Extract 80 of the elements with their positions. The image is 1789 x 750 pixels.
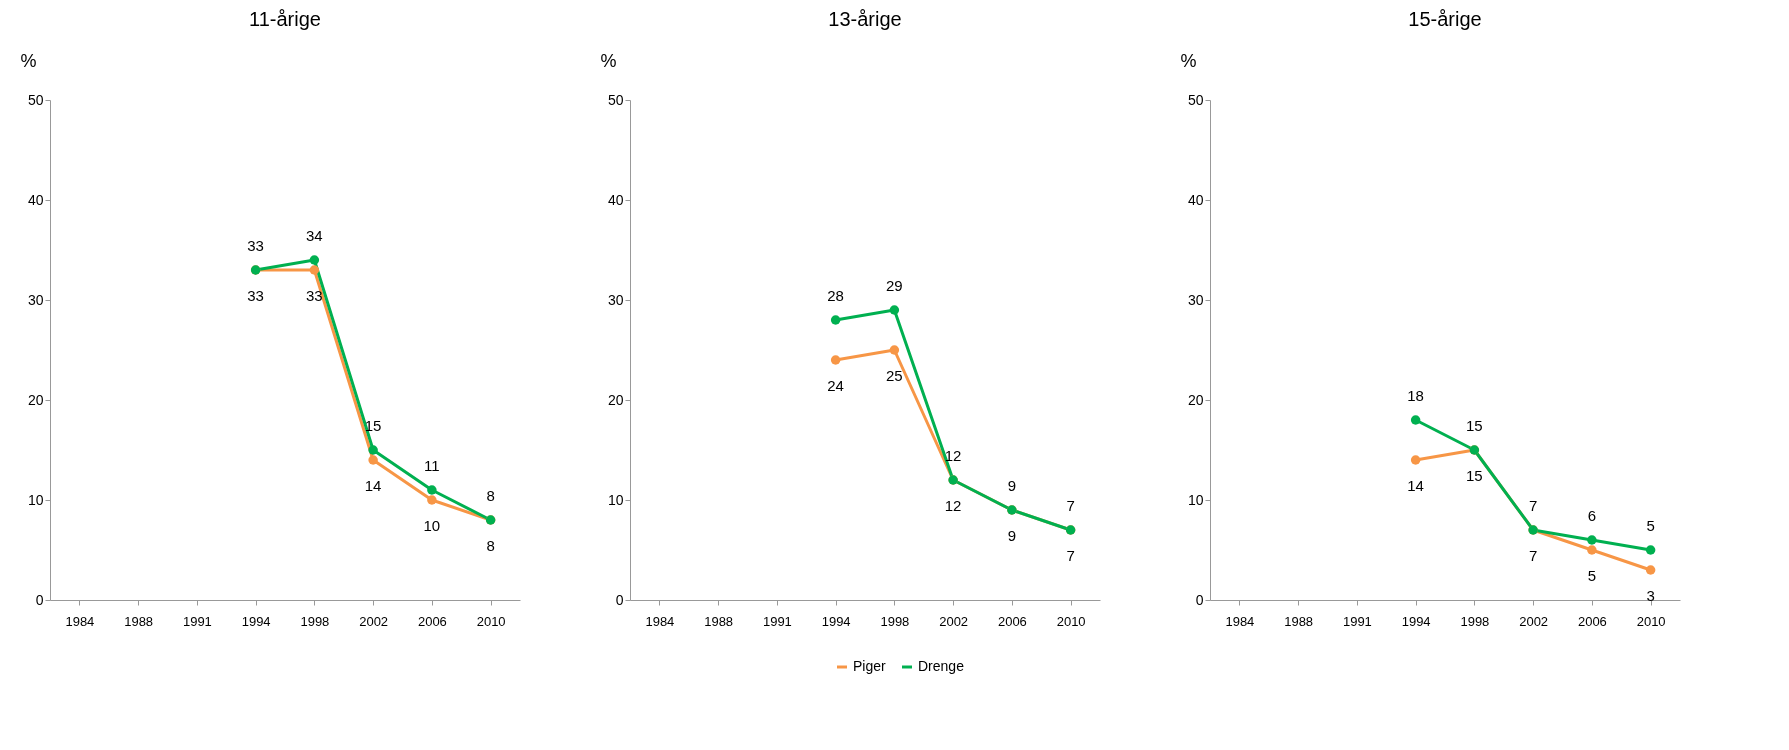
data-label: 3 [1646,587,1655,604]
data-label: 12 [944,497,962,514]
y-tick-label: 10 [1187,491,1204,508]
y-tick-label: 0 [615,591,624,608]
x-tick-label: 2010 [1056,613,1086,629]
data-label: 34 [306,227,323,244]
y-axis-title: % [20,50,37,71]
y-tick-label: 40 [1187,191,1204,208]
data-label: 9 [1007,527,1017,544]
data-label: 33 [247,237,264,254]
data-label: 29 [886,277,903,294]
data-label: 18 [1407,387,1424,404]
data-label: 9 [1007,477,1017,494]
x-tick-label: 1998 [880,613,910,629]
x-tick-label: 1991 [182,613,212,629]
x-tick-label: 2010 [476,613,506,629]
data-label: 33 [306,287,323,304]
x-tick-label: 2006 [417,613,447,629]
data-label: 33 [247,287,264,304]
y-tick-label: 40 [27,191,44,208]
y-axis-title: % [1180,50,1197,71]
x-tick-label: 1991 [1342,613,1372,629]
x-tick-label: 1984 [1225,613,1255,629]
data-label: 28 [827,287,844,304]
x-tick-label: 1988 [704,613,734,629]
x-tick-label: 1998 [1460,613,1490,629]
x-tick-label: 1994 [241,613,271,629]
data-label: 14 [364,477,382,494]
data-label: 6 [1587,507,1597,524]
y-tick-label: 40 [607,191,624,208]
y-tick-label: 0 [1195,591,1204,608]
data-label: 8 [486,487,495,504]
y-tick-label: 20 [1187,391,1204,408]
y-tick-label: 20 [27,391,44,408]
x-tick-label: 1991 [762,613,792,629]
legend-label: Piger [853,658,887,674]
data-label: 15 [364,417,382,434]
data-label: 5 [1646,517,1655,534]
x-tick-label: 1984 [65,613,95,629]
data-label: 15 [1466,467,1483,484]
x-tick-label: 2002 [359,613,389,629]
y-axis-title: % [600,50,617,71]
data-label: 7 [1528,497,1538,514]
y-tick-label: 10 [27,491,44,508]
data-label: 24 [827,377,844,394]
data-label: 11 [424,457,440,474]
y-tick-label: 50 [27,91,44,108]
y-tick-label: 10 [607,491,624,508]
x-tick-label: 2006 [1577,613,1607,629]
chart-title: 11-årige [249,8,321,30]
x-tick-label: 1994 [1401,613,1431,629]
x-tick-label: 2006 [997,613,1027,629]
data-label: 5 [1587,567,1597,584]
x-tick-label: 2002 [939,613,969,629]
y-tick-label: 50 [607,91,624,108]
y-tick-label: 20 [607,391,624,408]
legend-label: Drenge [918,658,965,674]
y-tick-label: 30 [27,291,44,308]
chart-title: 15-årige [1408,8,1482,30]
data-label: 7 [1066,497,1075,514]
y-tick-label: 30 [607,291,624,308]
data-label: 14 [1407,477,1424,494]
x-tick-label: 1998 [300,613,330,629]
data-label: 7 [1528,547,1538,564]
x-tick-label: 2002 [1519,613,1549,629]
x-tick-label: 1994 [821,613,851,629]
y-tick-label: 50 [1187,91,1204,108]
data-label: 25 [886,367,903,384]
data-label: 12 [944,447,962,464]
x-tick-label: 1984 [645,613,675,629]
y-tick-label: 0 [35,591,44,608]
data-label: 7 [1066,547,1075,564]
y-tick-label: 30 [1187,291,1204,308]
data-label: 10 [423,517,441,534]
x-tick-label: 2010 [1636,613,1666,629]
chart-title: 13-årige [828,8,902,30]
x-tick-label: 1988 [124,613,154,629]
x-tick-label: 1988 [1284,613,1314,629]
data-label: 8 [486,537,495,554]
data-label: 15 [1466,417,1483,434]
